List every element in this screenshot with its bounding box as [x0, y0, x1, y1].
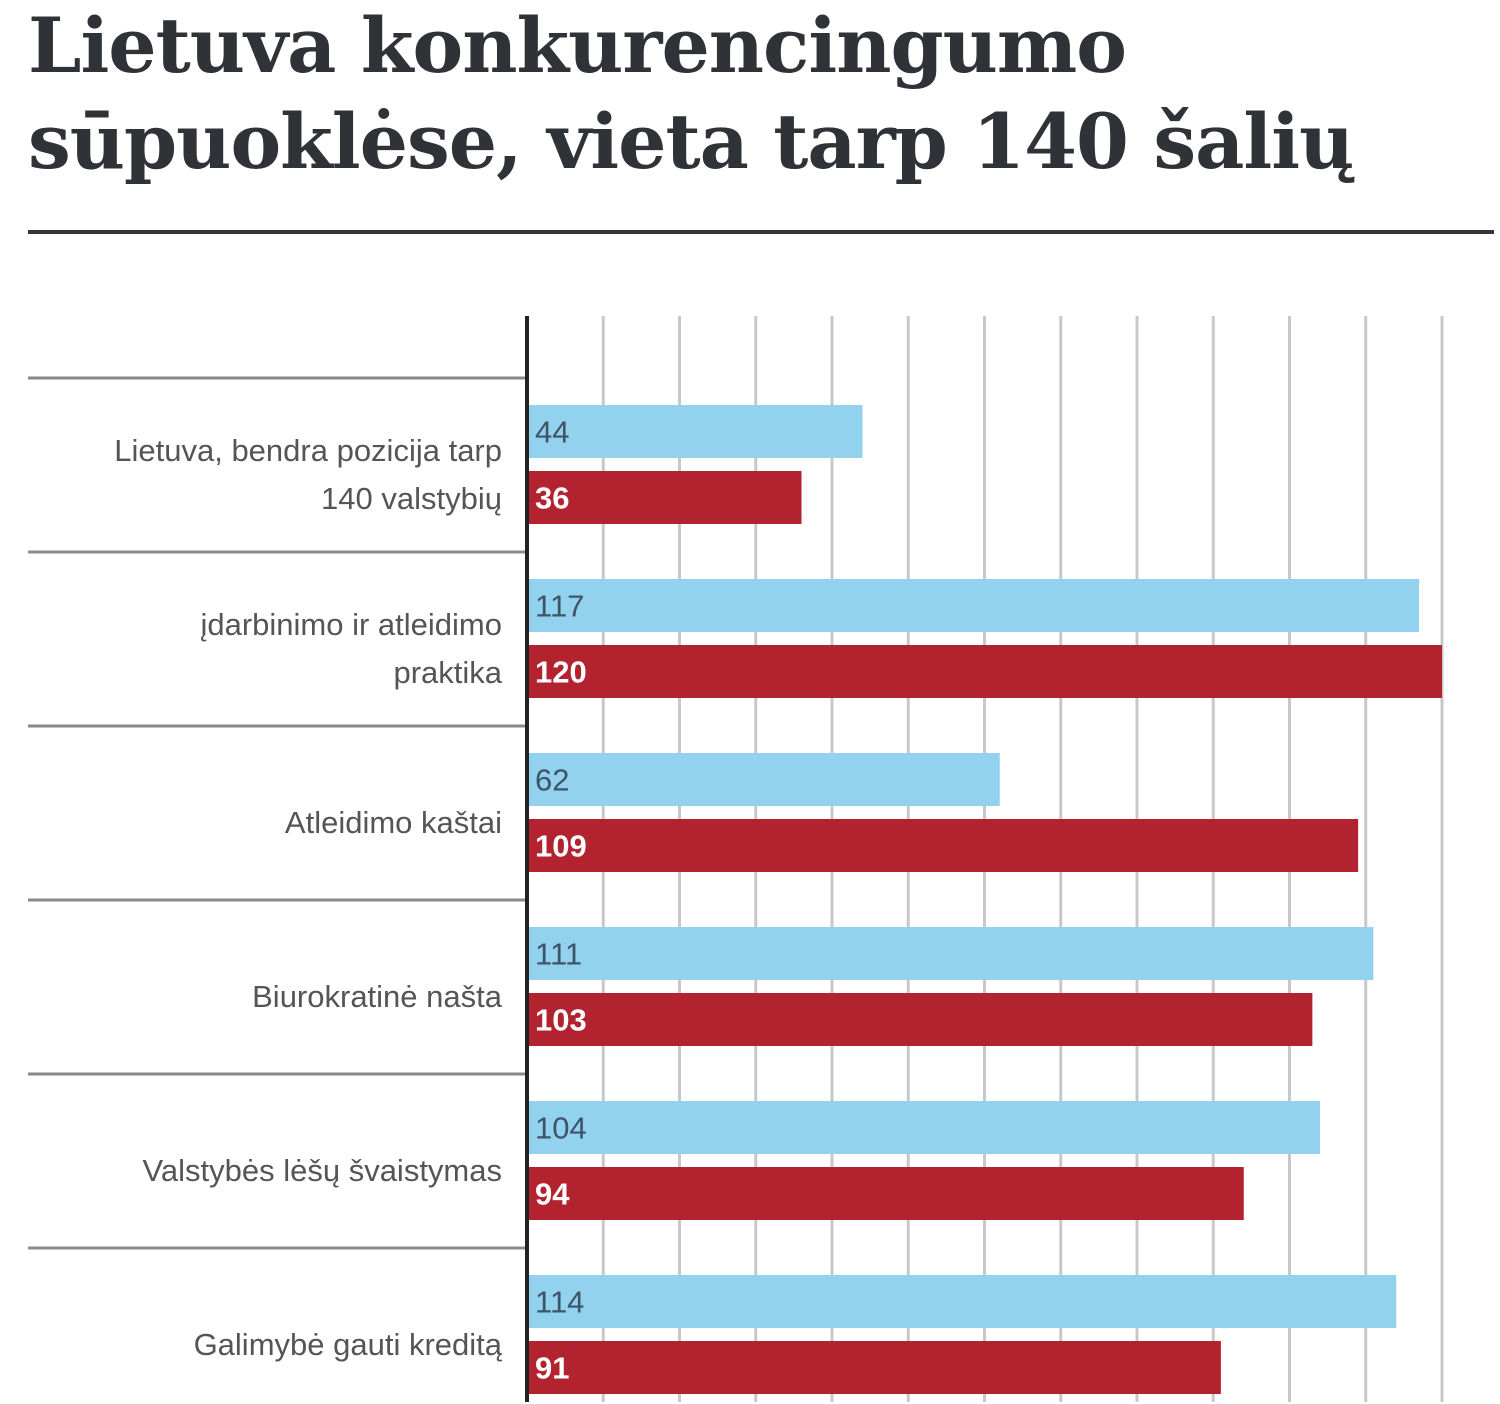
bar-series-b — [527, 645, 1442, 698]
data-label-series-b: 103 — [535, 1003, 587, 1038]
bar-series-a — [527, 405, 863, 458]
data-label-series-b: 91 — [535, 1351, 569, 1386]
data-label-series-b: 120 — [535, 655, 587, 690]
bar-series-a — [527, 753, 1000, 806]
bar-series-a — [527, 927, 1374, 980]
data-label-series-a: 104 — [535, 1111, 587, 1146]
category-label: Atleidimo kaštai — [285, 805, 502, 840]
data-label-series-a: 111 — [535, 937, 582, 972]
title-divider — [28, 230, 1494, 234]
bar-series-b — [527, 1167, 1244, 1220]
data-label-series-a: 62 — [535, 763, 569, 798]
data-label-series-a: 114 — [535, 1285, 584, 1320]
data-label-series-b: 109 — [535, 829, 587, 864]
category-label: praktika — [393, 655, 502, 690]
data-label-series-b: 36 — [535, 481, 569, 516]
chart-title-line-2: sūpuoklėse, vieta tarp 140 šalių — [28, 97, 1354, 186]
bar-series-a — [527, 1101, 1320, 1154]
data-label-series-a: 117 — [535, 589, 584, 624]
chart-title-line-1: Lietuva konkurencingumo — [28, 1, 1127, 90]
data-label-series-b: 94 — [535, 1177, 570, 1212]
category-label: Biurokratinė našta — [252, 979, 503, 1014]
bar-series-b — [527, 993, 1313, 1046]
category-label: Galimybė gauti kreditą — [194, 1327, 503, 1362]
bar-series-b — [527, 819, 1359, 872]
bar-series-a — [527, 579, 1420, 632]
bar-series-b — [527, 1341, 1221, 1394]
data-label-series-a: 44 — [535, 415, 569, 450]
category-label: 140 valstybių — [321, 481, 502, 516]
category-label: Valstybės lėšų švaistymas — [143, 1153, 503, 1188]
bar-series-a — [527, 1275, 1397, 1328]
category-label: įdarbinimo ir atleidimo — [200, 607, 502, 642]
bar-series-b — [527, 471, 802, 524]
category-label: Lietuva, bendra pozicija tarp — [114, 433, 502, 468]
